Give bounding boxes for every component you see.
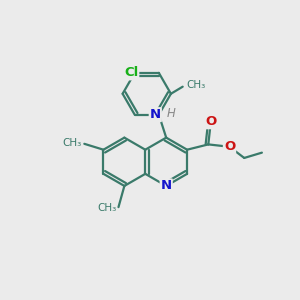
Text: O: O (205, 115, 216, 128)
Text: CH₃: CH₃ (186, 80, 206, 90)
Text: N: N (150, 108, 161, 121)
Text: CH₃: CH₃ (63, 138, 82, 148)
Text: Cl: Cl (124, 66, 138, 79)
Text: N: N (160, 179, 172, 192)
Text: O: O (224, 140, 235, 153)
Text: CH₃: CH₃ (97, 203, 116, 213)
Text: H: H (166, 107, 175, 120)
